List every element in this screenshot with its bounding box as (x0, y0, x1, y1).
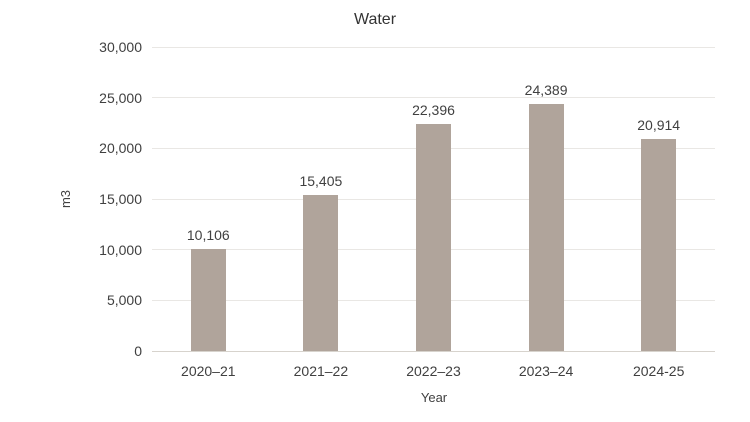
bar-data-label: 20,914 (637, 117, 681, 134)
x-tick-label: 2023–24 (518, 363, 574, 379)
x-tick-label: 2022–23 (406, 363, 461, 379)
y-tick-label: 20,000 (99, 140, 142, 157)
x-axis-baseline (152, 350, 715, 352)
bar-data-label: 15,405 (299, 172, 343, 189)
bar-2022-23 (416, 124, 451, 351)
chart-title: Water (353, 11, 397, 28)
y-tick-label: 30,000 (99, 39, 142, 55)
y-tick-label: 10,000 (99, 241, 142, 258)
x-tick-label: 2024-25 (632, 363, 685, 379)
x-tick-label: 2020–21 (181, 363, 236, 379)
bar-data-label: 24,389 (524, 81, 568, 98)
y-tick-label: 0 (134, 343, 142, 359)
y-tick-label: 25,000 (99, 89, 142, 106)
bar-data-label: 10,106 (186, 226, 230, 243)
bar-data-label: 22,396 (412, 102, 455, 119)
x-tick-label: 2021–22 (293, 363, 349, 379)
bar-2024-25 (641, 139, 677, 351)
y-tick-label: 15,000 (99, 191, 142, 207)
bar-2020-21 (190, 248, 226, 351)
bar-2021-22 (303, 194, 339, 351)
gridline (152, 97, 715, 99)
y-tick-label: 5,000 (106, 292, 142, 309)
gridline (152, 46, 715, 48)
bar-2023-24 (528, 103, 564, 351)
x-axis-title: Year (420, 390, 448, 405)
